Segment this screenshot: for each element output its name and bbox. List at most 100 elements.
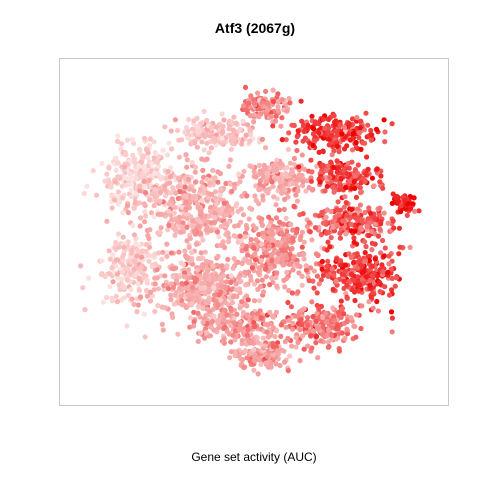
cell-point: [109, 295, 115, 301]
cell-point: [152, 186, 158, 192]
cell-point: [212, 189, 219, 195]
cell-point: [112, 179, 118, 185]
cell-point: [249, 254, 255, 260]
cell-point: [279, 230, 285, 236]
cell-point: [217, 192, 223, 198]
cell-point: [217, 312, 223, 318]
cell-point: [385, 220, 391, 226]
cell-point: [235, 259, 241, 265]
cell-point: [260, 193, 266, 199]
cell-point: [311, 328, 317, 334]
cell-point: [168, 296, 174, 303]
cell-point: [237, 305, 243, 311]
cell-point: [366, 205, 372, 211]
cell-point: [263, 266, 269, 272]
cell-point: [323, 310, 329, 316]
cell-point: [277, 160, 283, 166]
cell-point: [293, 335, 299, 341]
cell-point: [349, 147, 356, 153]
cell-point: [200, 167, 206, 173]
cell-point: [295, 128, 301, 134]
cell-point: [286, 287, 292, 294]
cell-point: [116, 244, 122, 250]
cell-point: [353, 312, 360, 318]
cell-point: [239, 337, 245, 343]
cell-point: [168, 190, 174, 196]
cell-point: [155, 286, 161, 292]
cell-point: [357, 185, 363, 191]
cell-point: [314, 290, 320, 296]
cell-point: [341, 204, 347, 210]
cell-point: [259, 241, 265, 247]
cell-point: [244, 193, 250, 199]
cell-point: [258, 168, 264, 174]
cell-point: [164, 152, 170, 158]
cell-point: [152, 150, 158, 156]
cell-point: [256, 113, 262, 120]
cell-point: [243, 132, 249, 138]
cell-point: [270, 344, 276, 350]
cell-point: [279, 137, 285, 143]
cell-point: [357, 202, 363, 208]
cell-point: [231, 181, 237, 187]
cell-point: [234, 311, 240, 317]
cell-point: [199, 139, 205, 145]
cell-point: [81, 190, 87, 197]
cell-point: [228, 349, 234, 355]
cell-point: [82, 307, 88, 313]
cell-point: [244, 303, 250, 309]
cell-point: [249, 311, 255, 317]
cell-point: [206, 277, 212, 283]
cell-point: [245, 252, 251, 258]
cell-point: [398, 208, 404, 215]
cell-point: [189, 249, 195, 255]
cell-point: [183, 152, 189, 158]
cell-point: [232, 353, 238, 359]
cell-point: [353, 139, 359, 146]
cell-point: [386, 253, 392, 259]
cell-point: [159, 211, 165, 217]
cell-point: [140, 153, 146, 159]
cell-point: [396, 225, 402, 231]
cell-point: [375, 233, 382, 239]
cell-point: [124, 323, 130, 329]
cell-point: [228, 322, 234, 328]
cell-point: [142, 334, 148, 340]
cell-point: [337, 235, 343, 241]
cell-point: [148, 168, 154, 174]
cell-point: [368, 137, 374, 143]
cell-point: [237, 233, 243, 239]
cell-point: [310, 186, 316, 193]
cell-point: [211, 327, 217, 333]
cell-point: [300, 138, 306, 144]
cell-point: [255, 371, 261, 377]
cell-point: [201, 147, 207, 153]
cell-point: [362, 209, 368, 216]
cell-point: [159, 321, 165, 327]
cell-point: [128, 287, 134, 293]
cell-point: [320, 220, 326, 226]
cell-point: [320, 272, 327, 278]
cell-point: [269, 179, 275, 185]
cell-point: [273, 309, 279, 315]
cell-point: [344, 212, 350, 218]
cell-point: [346, 278, 352, 284]
cell-point: [342, 268, 348, 274]
cell-point: [269, 113, 275, 119]
cell-point: [172, 292, 178, 298]
cell-point: [227, 208, 233, 214]
cell-point: [266, 229, 272, 235]
cell-point: [129, 136, 135, 143]
cell-point: [247, 126, 253, 133]
cell-point: [230, 265, 236, 271]
cell-point: [120, 262, 126, 268]
cell-point: [130, 223, 136, 229]
cell-point: [319, 266, 325, 272]
cell-point: [227, 355, 233, 361]
cell-point: [172, 117, 178, 123]
cell-point: [120, 234, 126, 240]
cell-point: [315, 252, 321, 259]
cell-point: [125, 292, 131, 298]
cell-point: [207, 333, 213, 339]
cell-point: [259, 136, 265, 142]
